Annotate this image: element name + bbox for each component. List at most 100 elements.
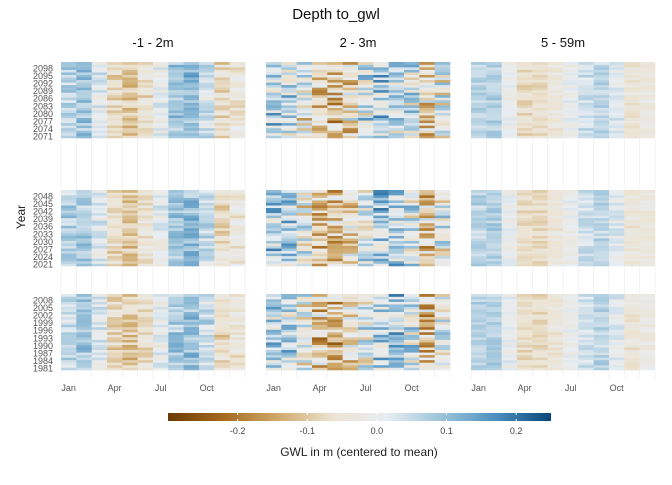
heatmap-cell bbox=[624, 253, 640, 257]
heatmap-cell bbox=[434, 207, 451, 211]
heatmap-cell bbox=[639, 225, 656, 229]
heatmap-cell bbox=[532, 245, 548, 249]
heatmap-cell bbox=[342, 233, 359, 236]
heatmap-cell bbox=[199, 301, 215, 305]
heatmap-cell bbox=[281, 238, 297, 241]
heatmap-cell bbox=[137, 94, 154, 98]
heatmap-cell bbox=[373, 202, 389, 206]
heatmap-cell bbox=[404, 316, 420, 320]
heatmap-cell bbox=[471, 301, 487, 305]
heatmap-cell bbox=[593, 200, 610, 203]
heatmap-cell bbox=[137, 62, 154, 65]
heatmap-cell bbox=[214, 210, 230, 214]
heatmap-cell bbox=[281, 220, 297, 224]
heatmap-cell bbox=[214, 115, 230, 119]
heatmap-cell bbox=[532, 74, 548, 78]
heatmap-cell bbox=[434, 190, 451, 193]
heatmap-cell bbox=[76, 238, 92, 241]
heatmap-cell bbox=[153, 212, 169, 216]
heatmap-cell bbox=[419, 132, 435, 136]
heatmap-cell bbox=[471, 294, 487, 297]
heatmap-cell bbox=[183, 110, 200, 113]
heatmap-cell bbox=[122, 110, 138, 113]
heatmap-cell bbox=[168, 117, 184, 121]
heatmap-cell bbox=[501, 67, 518, 70]
heatmap-cell bbox=[229, 362, 246, 366]
heatmap-cell bbox=[532, 84, 548, 88]
heatmap-cell bbox=[578, 359, 594, 363]
heatmap-cell bbox=[388, 329, 405, 333]
facet-panel bbox=[471, 62, 656, 139]
heatmap-cell bbox=[153, 135, 169, 139]
heatmap-cell bbox=[296, 225, 313, 229]
heatmap-cell bbox=[183, 354, 200, 358]
heatmap-cell bbox=[501, 122, 518, 126]
heatmap-cell bbox=[312, 347, 328, 351]
heatmap-cell bbox=[229, 228, 246, 231]
heatmap-cell bbox=[91, 263, 108, 267]
heatmap-cell bbox=[547, 230, 564, 234]
heatmap-cell bbox=[281, 89, 297, 93]
heatmap-cell bbox=[358, 200, 374, 203]
heatmap-cell bbox=[137, 230, 154, 234]
heatmap-cell bbox=[578, 354, 594, 358]
heatmap-cell bbox=[639, 62, 656, 65]
heatmap-cell bbox=[183, 359, 200, 363]
heatmap-cell bbox=[593, 258, 610, 262]
heatmap-cell bbox=[312, 248, 328, 252]
heatmap-cell bbox=[296, 316, 313, 320]
heatmap-cell bbox=[532, 92, 548, 96]
heatmap-cell bbox=[501, 102, 518, 106]
heatmap-cell bbox=[168, 74, 184, 78]
heatmap-cell bbox=[168, 329, 184, 333]
heatmap-cell bbox=[609, 94, 625, 98]
heatmap-cell bbox=[153, 197, 169, 201]
heatmap-cell bbox=[168, 77, 184, 81]
heatmap-cell bbox=[61, 263, 77, 267]
heatmap-cell bbox=[593, 72, 610, 75]
heatmap-cell bbox=[122, 342, 138, 345]
heatmap-cell bbox=[327, 263, 343, 267]
heatmap-cell bbox=[107, 367, 123, 371]
heatmap-cell bbox=[107, 243, 123, 247]
heatmap-cell bbox=[532, 200, 548, 203]
x-tick-label: Oct bbox=[610, 383, 625, 393]
heatmap-cell bbox=[61, 321, 77, 325]
heatmap-cell bbox=[168, 72, 184, 75]
heatmap-cell bbox=[61, 207, 77, 211]
heatmap-cell bbox=[593, 334, 610, 338]
heatmap-cell bbox=[373, 301, 389, 305]
heatmap-cell bbox=[532, 299, 548, 302]
heatmap-cell bbox=[517, 207, 533, 211]
heatmap-cell bbox=[229, 105, 246, 108]
heatmap-cell bbox=[327, 212, 343, 216]
heatmap-cell bbox=[609, 294, 625, 297]
heatmap-cell bbox=[547, 245, 564, 249]
heatmap-cell bbox=[624, 367, 640, 371]
heatmap-cell bbox=[388, 324, 405, 328]
heatmap-cell bbox=[122, 245, 138, 249]
heatmap-cell bbox=[578, 306, 594, 310]
heatmap-cell bbox=[76, 255, 92, 259]
heatmap-cell bbox=[609, 110, 625, 113]
heatmap-cell bbox=[388, 306, 405, 310]
heatmap-cell bbox=[229, 210, 246, 214]
heatmap-cell bbox=[404, 344, 420, 348]
heatmap-cell bbox=[373, 240, 389, 244]
heatmap-cell bbox=[501, 299, 518, 302]
heatmap-cell bbox=[61, 326, 77, 330]
heatmap-cell bbox=[61, 84, 77, 88]
heatmap-cell bbox=[624, 316, 640, 320]
heatmap-cell bbox=[471, 190, 487, 193]
heatmap-cell bbox=[214, 245, 230, 249]
heatmap-cell bbox=[168, 233, 184, 236]
heatmap-cell bbox=[593, 235, 610, 239]
facet-panel bbox=[471, 190, 656, 267]
heatmap-cell bbox=[327, 258, 343, 262]
heatmap-cell bbox=[563, 306, 579, 310]
heatmap-cell bbox=[214, 352, 230, 356]
heatmap-cell bbox=[107, 127, 123, 131]
heatmap-cell bbox=[76, 319, 92, 323]
heatmap-cell bbox=[486, 87, 502, 91]
heatmap-cell bbox=[501, 217, 518, 221]
